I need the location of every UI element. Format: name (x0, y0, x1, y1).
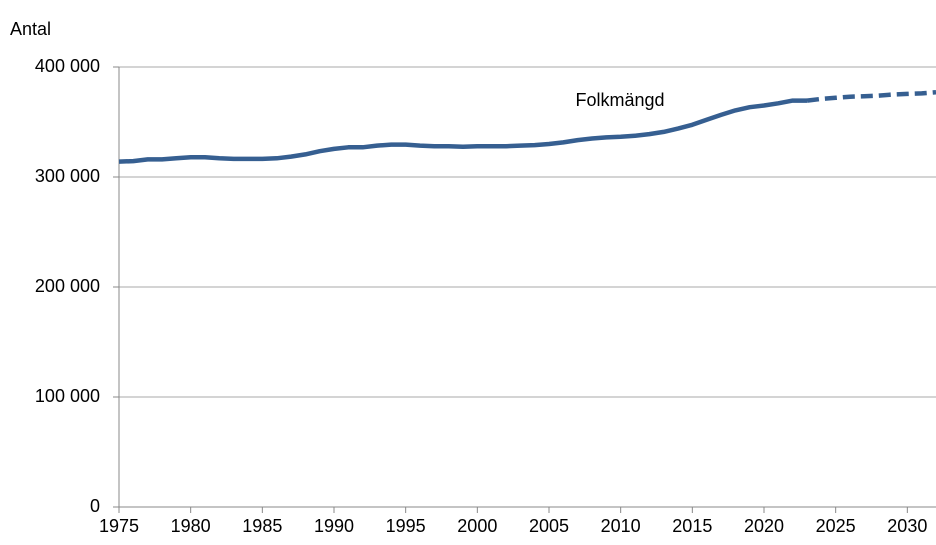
x-tick-label: 2020 (744, 516, 784, 536)
x-tick-label: 2015 (672, 516, 712, 536)
x-tick-label: 1995 (386, 516, 426, 536)
series-line (806, 90, 936, 103)
x-tick-label: 2000 (457, 516, 497, 536)
y-tick-label: 200 000 (35, 276, 100, 296)
y-tick-label: 300 000 (35, 166, 100, 186)
series-line (118, 98, 807, 164)
y-tick-label: 400 000 (35, 56, 100, 76)
y-tick-label: 100 000 (35, 386, 100, 406)
x-tick-label: 2025 (816, 516, 856, 536)
y-axis-label: Antal (10, 19, 51, 39)
x-tick-label: 1985 (242, 516, 282, 536)
x-tick-label: 1980 (171, 516, 211, 536)
x-tick-label: 1975 (99, 516, 139, 536)
x-tick-label: 2005 (529, 516, 569, 536)
annotation: Folkmängd (575, 90, 664, 110)
x-tick-label: 2030 (887, 516, 927, 536)
x-tick-label: 2010 (601, 516, 641, 536)
y-tick-label: 0 (90, 496, 100, 516)
x-tick-label: 1990 (314, 516, 354, 536)
